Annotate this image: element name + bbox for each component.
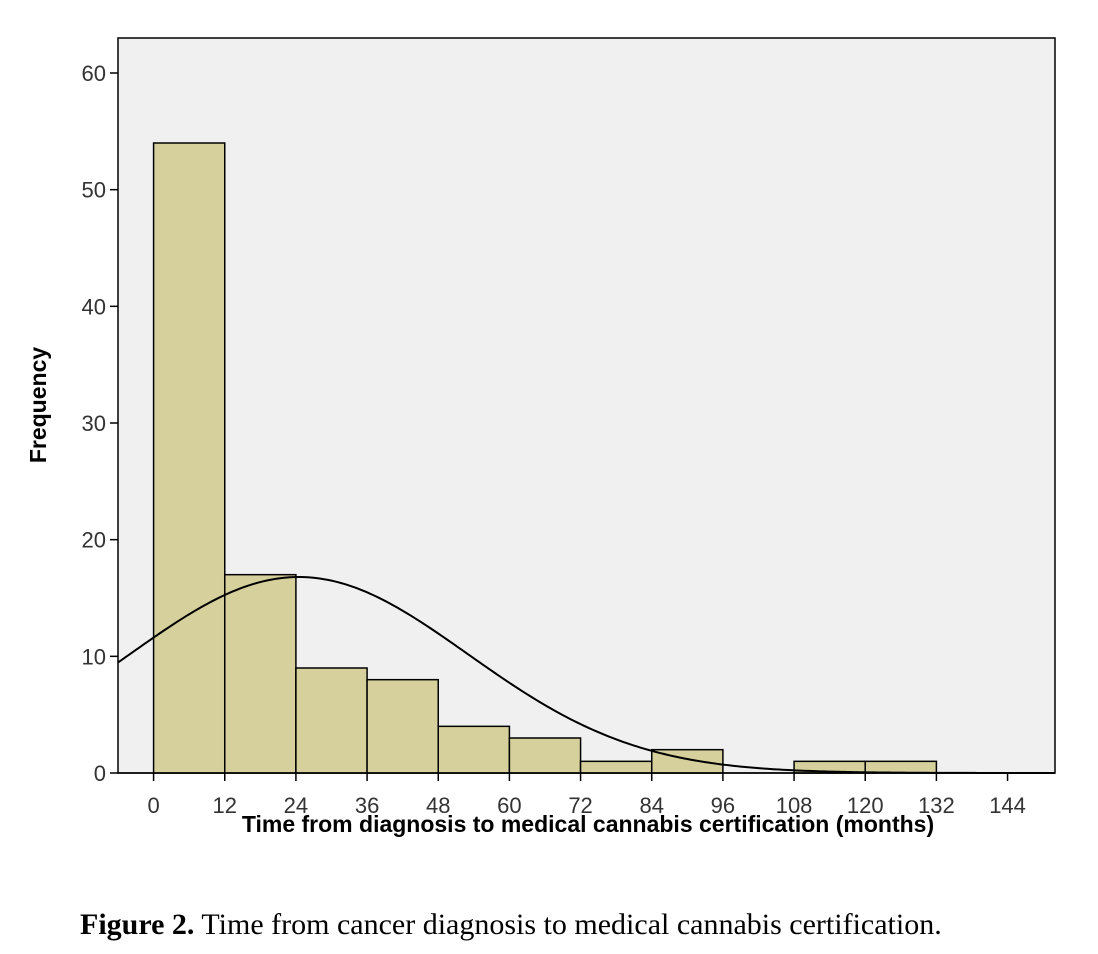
y-tick-label: 10 bbox=[82, 644, 106, 669]
y-tick-label: 40 bbox=[82, 294, 106, 319]
x-tick-label: 144 bbox=[989, 793, 1026, 818]
histogram-bar bbox=[366, 678, 439, 774]
x-tick-label: 108 bbox=[776, 793, 813, 818]
y-tick-label: 30 bbox=[82, 411, 106, 436]
histogram-bar bbox=[508, 737, 582, 774]
y-tick-label: 20 bbox=[82, 528, 106, 553]
histogram-bar bbox=[437, 725, 511, 774]
histogram-bar bbox=[295, 667, 368, 774]
x-tick-label: 120 bbox=[847, 793, 884, 818]
histogram-bar bbox=[152, 142, 226, 774]
x-tick-label: 96 bbox=[711, 793, 735, 818]
histogram-bars bbox=[152, 142, 938, 774]
y-axis-ticks: 0 10 20 30 40 50 60 bbox=[82, 61, 118, 786]
x-tick-label: 0 bbox=[147, 793, 159, 818]
x-tick-label: 24 bbox=[284, 793, 308, 818]
figure-caption: Figure 2. Time from cancer diagnosis to … bbox=[80, 908, 1080, 942]
x-tick-label: 72 bbox=[568, 793, 592, 818]
y-tick-label: 0 bbox=[94, 761, 106, 786]
x-tick-label: 12 bbox=[213, 793, 237, 818]
figure-caption-text: Time from cancer diagnosis to medical ca… bbox=[194, 908, 942, 941]
x-tick-label: 84 bbox=[639, 793, 663, 818]
x-tick-label: 36 bbox=[355, 793, 379, 818]
x-tick-label: 48 bbox=[426, 793, 450, 818]
y-tick-label: 60 bbox=[82, 61, 106, 86]
y-tick-label: 50 bbox=[82, 178, 106, 203]
x-axis-ticks: 0 12 24 36 48 60 72 84 96 108 120 132 144 bbox=[147, 773, 1026, 818]
x-tick-label: 132 bbox=[918, 793, 955, 818]
histogram-chart: 0 12 24 36 48 60 72 84 96 108 120 132 144 0 10 20 30 40 5… bbox=[25, 37, 1056, 837]
x-tick-label: 60 bbox=[497, 793, 521, 818]
y-axis-title: Frequency bbox=[25, 347, 51, 464]
histogram-bar bbox=[579, 760, 653, 774]
histogram-bar bbox=[864, 760, 938, 774]
histogram-bar bbox=[223, 573, 297, 774]
x-axis-title: Time from diagnosis to medical cannabis … bbox=[242, 811, 934, 837]
figure-caption-label: Figure 2. bbox=[80, 908, 195, 941]
